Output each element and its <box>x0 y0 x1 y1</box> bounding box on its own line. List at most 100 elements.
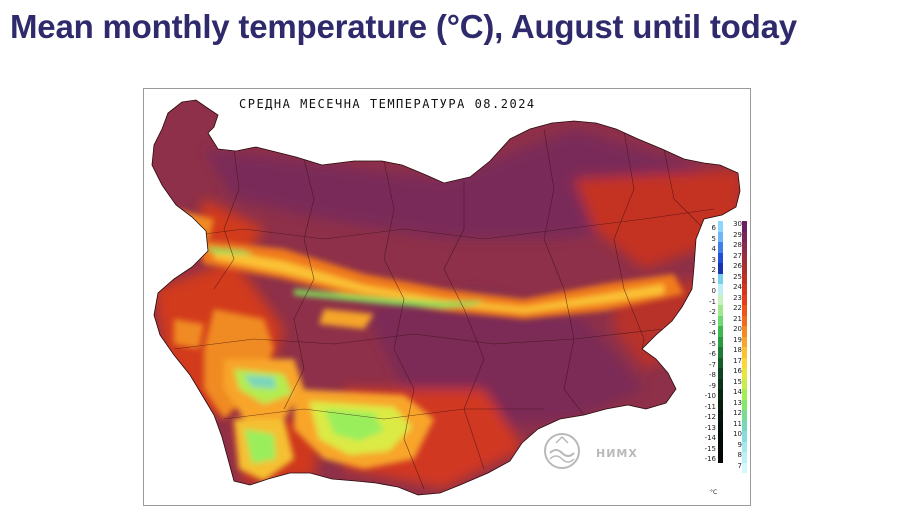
legend-swatch <box>742 452 747 463</box>
legend-labels-warm: 30 29 28 27 26 25 24 23 22 21 20 19 18 17 16 15 14 13 12 11… <box>722 219 742 471</box>
legend-swatch <box>718 315 723 326</box>
legend-label: -7 <box>709 360 716 369</box>
legend-swatch <box>718 252 723 263</box>
legend-label: 29 <box>733 230 742 239</box>
legend-label: 25 <box>733 272 742 281</box>
legend-label: 21 <box>733 314 742 323</box>
legend-swatch <box>742 284 747 295</box>
legend-label: 3 <box>711 255 716 264</box>
legend-swatch <box>742 336 747 347</box>
legend-swatch <box>742 294 747 305</box>
legend-swatch <box>718 389 723 400</box>
legend-swatch <box>742 242 747 253</box>
legend-label: -11 <box>704 402 716 411</box>
legend-label: 11 <box>733 419 742 428</box>
legend-swatch <box>742 431 747 442</box>
legend-label: 5 <box>711 234 716 243</box>
legend-swatch <box>718 336 723 347</box>
legend-swatch <box>742 441 747 452</box>
legend-label: 2 <box>711 266 716 274</box>
legend-label: 13 <box>733 398 742 407</box>
legend-label: 22 <box>733 304 742 312</box>
legend-label: 8 <box>737 451 742 459</box>
legend-colorbar-warm <box>742 221 747 473</box>
legend-swatch <box>718 368 723 379</box>
legend-label: 19 <box>733 335 742 344</box>
legend-swatch <box>742 315 747 326</box>
legend-label: 17 <box>733 356 742 365</box>
legend-label: 30 <box>733 220 742 228</box>
legend-label: 12 <box>733 409 742 417</box>
legend-swatch <box>742 252 747 263</box>
legend-label: 24 <box>733 283 742 291</box>
legend-label: -6 <box>709 350 716 358</box>
legend-label: -15 <box>704 444 716 453</box>
legend-swatch <box>718 410 723 421</box>
legend-swatch <box>742 378 747 389</box>
legend-swatch <box>718 431 723 442</box>
legend-swatch <box>718 357 723 368</box>
legend-label: 20 <box>733 325 742 333</box>
legend-swatch <box>742 263 747 274</box>
legend-swatch <box>742 221 747 232</box>
legend-label: -13 <box>704 423 716 432</box>
legend-label: -2 <box>709 308 716 316</box>
legend-label: 1 <box>711 276 716 285</box>
legend-colorbar-cold <box>718 221 723 463</box>
legend-label: 10 <box>733 430 742 438</box>
legend-label: -3 <box>709 318 716 327</box>
legend-label: 18 <box>733 346 742 354</box>
legend-label: 26 <box>733 262 742 270</box>
legend-label: 27 <box>733 251 742 260</box>
legend-swatch <box>742 462 747 473</box>
legend-label: 16 <box>733 367 742 375</box>
nimh-logo-text: НИМХ <box>596 447 638 460</box>
legend-swatch <box>742 357 747 368</box>
legend-label: 9 <box>737 440 742 449</box>
legend-swatch <box>718 441 723 452</box>
legend-swatch <box>718 242 723 253</box>
legend-swatch <box>718 420 723 431</box>
map-title: СРЕДНА МЕСЕЧНА ТЕМПЕРАТУРА 08.2024 <box>239 97 536 111</box>
legend-swatch <box>742 347 747 358</box>
legend-swatch <box>718 378 723 389</box>
legend-swatch <box>718 231 723 242</box>
legend-unit: °C <box>710 489 718 496</box>
legend-label: 7 <box>737 461 742 470</box>
legend-swatch <box>718 263 723 274</box>
legend-label: 28 <box>733 241 742 249</box>
legend-swatch <box>718 284 723 295</box>
legend-label: -12 <box>704 413 716 421</box>
legend-labels-cold: 6 5 4 3 2 1 0 -1 -2 -3 -4 -5 -6 -7 -8 -9 -10 -11 -12 -13 -14… <box>694 223 716 465</box>
legend-swatch <box>742 305 747 316</box>
legend-label: 15 <box>733 377 742 386</box>
legend-swatch <box>742 326 747 337</box>
legend-label: -9 <box>709 381 716 390</box>
legend-swatch <box>718 305 723 316</box>
legend-label: 14 <box>733 388 742 396</box>
legend-label: -16 <box>704 455 716 463</box>
legend-swatch <box>742 273 747 284</box>
legend-label: 4 <box>711 245 716 253</box>
legend-label: -4 <box>709 329 716 337</box>
legend-swatch <box>718 452 723 463</box>
legend-swatch <box>718 326 723 337</box>
legend-swatch <box>718 273 723 284</box>
legend-label: -1 <box>709 297 716 306</box>
nimh-logo <box>544 433 580 469</box>
legend-swatch <box>718 294 723 305</box>
legend-label: 0 <box>711 287 716 295</box>
legend-swatch <box>718 399 723 410</box>
legend-swatch <box>742 420 747 431</box>
legend-swatch <box>742 368 747 379</box>
legend-swatch <box>742 231 747 242</box>
legend-label: -5 <box>709 339 716 348</box>
legend-swatch <box>742 410 747 421</box>
legend-swatch <box>718 221 723 232</box>
legend-label: -8 <box>709 371 716 379</box>
legend-label: -14 <box>704 434 716 442</box>
legend-label: 6 <box>711 224 716 232</box>
legend-swatch <box>742 389 747 400</box>
legend-label: 23 <box>733 293 742 302</box>
legend-swatch <box>742 399 747 410</box>
